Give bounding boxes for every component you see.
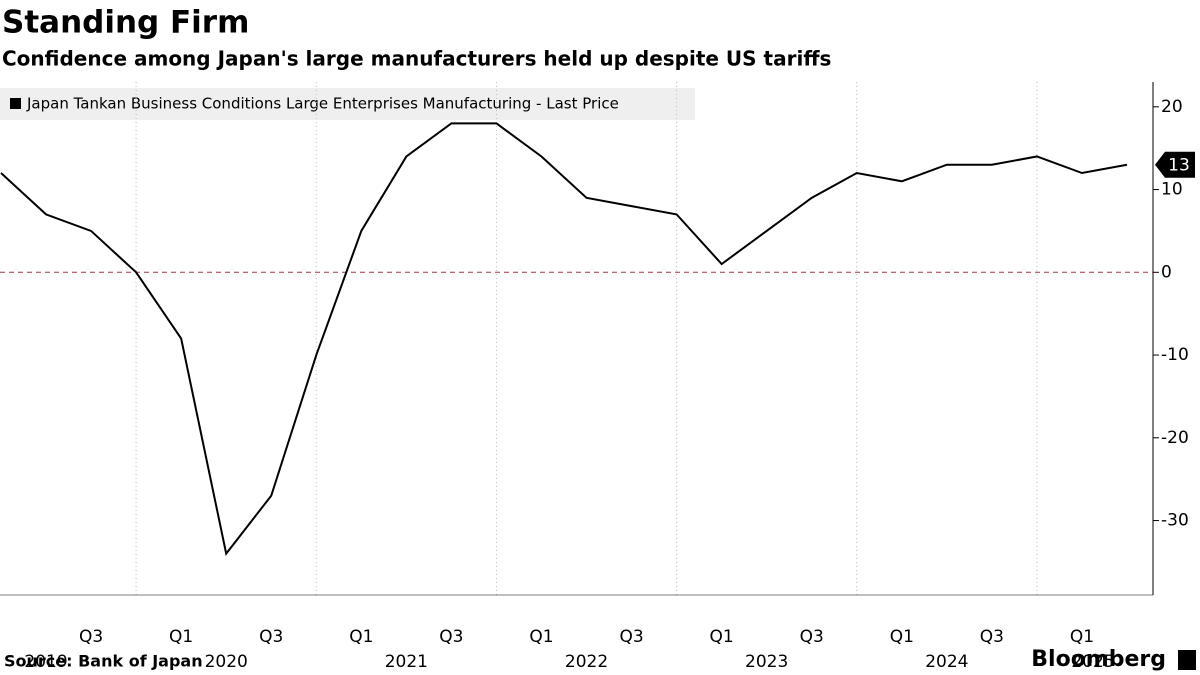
y-tick-label: -30 [1161, 511, 1189, 531]
x-tick-label: Q3 [619, 627, 643, 647]
x-year-label: 2024 [925, 652, 968, 672]
chart-subtitle: Confidence among Japan's large manufactu… [2, 47, 831, 71]
legend-swatch [10, 98, 21, 109]
x-year-label: 2022 [565, 652, 608, 672]
x-tick-label: Q1 [529, 627, 553, 647]
x-tick-label: Q1 [349, 627, 373, 647]
x-tick-label: Q3 [980, 627, 1004, 647]
x-tick-label: Q3 [79, 627, 103, 647]
brand: Bloomberg [1031, 647, 1166, 672]
series-line [0, 122, 1128, 556]
y-tick-label: 0 [1161, 262, 1172, 282]
legend-label: Japan Tankan Business Conditions Large E… [26, 95, 619, 113]
x-year-label: 2019 [24, 652, 67, 672]
brand-icon [1178, 650, 1196, 670]
source: Source: Bank of Japan [4, 652, 203, 671]
x-tick-label: Q3 [259, 627, 283, 647]
x-tick-label: Q1 [169, 627, 193, 647]
x-tick-label: Q3 [439, 627, 463, 647]
legend-box [0, 88, 695, 120]
x-year-label: 2023 [745, 652, 788, 672]
x-tick-label: Q1 [890, 627, 914, 647]
last-value-tag [1155, 151, 1195, 178]
x-tick-label: Q3 [800, 627, 824, 647]
x-tick-label: Q1 [710, 627, 734, 647]
y-tick-label: -20 [1161, 428, 1189, 448]
x-year-label: 2020 [205, 652, 248, 672]
y-tick-label: -10 [1161, 345, 1189, 365]
x-tick-label: Q1 [1070, 627, 1094, 647]
x-year-label: 2025 [1071, 652, 1114, 672]
chart-title: Standing Firm [2, 5, 249, 41]
y-tick-label: 20 [1161, 97, 1183, 117]
last-value-label: 13 [1168, 156, 1190, 176]
x-year-label: 2021 [385, 652, 428, 672]
y-tick-label: 10 [1161, 180, 1183, 200]
